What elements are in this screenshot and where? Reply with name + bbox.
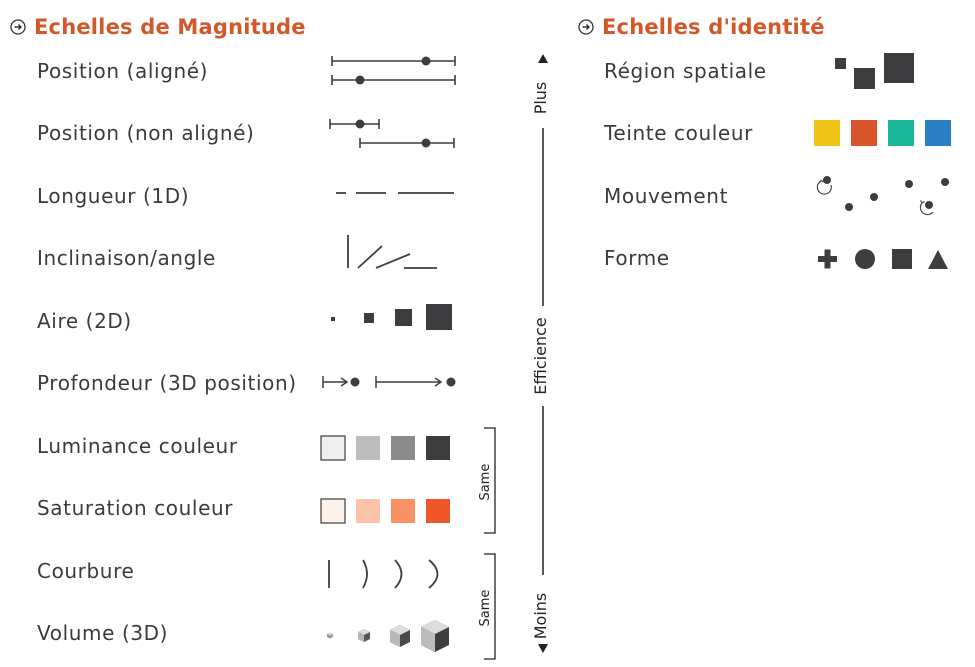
glyph-area xyxy=(331,304,452,330)
label-shape: Forme xyxy=(604,246,670,270)
magnitude-title: Echelles de Magnitude xyxy=(34,15,306,39)
label-position-unaligned: Position (non aligné) xyxy=(37,121,255,145)
axis-label-efficiency: Efficience xyxy=(531,317,550,395)
same-bracket-color xyxy=(484,427,496,534)
axis-label-more: Plus xyxy=(531,81,550,115)
arrow-down-icon xyxy=(538,644,548,653)
glyph-tilt-angle xyxy=(347,235,437,269)
glyph-spatial-region xyxy=(835,53,914,89)
glyph-motion xyxy=(816,176,949,216)
label-position-aligned: Position (aligné) xyxy=(37,59,209,83)
label-motion: Mouvement xyxy=(604,184,729,208)
magnitude-header: Echelles de Magnitude xyxy=(10,14,306,40)
glyph-hue xyxy=(814,120,951,146)
label-luminance: Luminance couleur xyxy=(37,434,238,458)
hue-swatch xyxy=(925,120,951,146)
arrow-up-icon xyxy=(538,54,548,63)
label-saturation: Saturation couleur xyxy=(37,496,234,520)
identity-title: Echelles d'identité xyxy=(602,15,825,39)
luminance-swatch xyxy=(320,435,346,461)
luminance-swatch xyxy=(356,436,380,460)
identity-header: Echelles d'identité xyxy=(578,14,825,40)
label-curvature: Courbure xyxy=(37,559,135,583)
hue-swatch xyxy=(851,120,877,146)
glyph-length xyxy=(336,192,454,194)
same-label-color: Same xyxy=(478,463,493,501)
glyph-position-aligned xyxy=(331,56,456,85)
same-label-shape: Same xyxy=(478,589,493,627)
label-tilt-angle: Inclinaison/angle xyxy=(37,246,216,270)
glyph-saturation xyxy=(320,498,450,524)
saturation-swatch xyxy=(391,499,415,523)
axis-label-less: Moins xyxy=(531,592,550,640)
glyph-shape xyxy=(818,249,948,269)
saturation-swatch xyxy=(356,499,380,523)
glyph-position-unaligned xyxy=(329,119,455,148)
hue-swatch xyxy=(888,120,914,146)
saturation-swatch xyxy=(426,499,450,523)
luminance-swatch xyxy=(426,436,450,460)
glyph-depth xyxy=(322,376,456,388)
efficiency-axis xyxy=(538,54,548,653)
glyph-curvature xyxy=(328,559,439,589)
label-area: Aire (2D) xyxy=(37,309,132,333)
label-length: Longueur (1D) xyxy=(37,184,190,208)
label-spatial-region: Région spatiale xyxy=(604,59,767,83)
label-hue: Teinte couleur xyxy=(604,121,753,145)
same-bracket-shape xyxy=(484,553,496,660)
label-volume: Volume (3D) xyxy=(37,621,169,645)
hue-swatch xyxy=(814,120,840,146)
glyph-volume xyxy=(327,620,449,652)
label-depth: Profondeur (3D position) xyxy=(37,371,297,395)
luminance-swatch xyxy=(391,436,415,460)
arrow-circle-icon xyxy=(578,19,594,35)
arrow-circle-icon xyxy=(10,19,26,35)
saturation-swatch xyxy=(320,498,346,524)
glyph-luminance xyxy=(320,435,450,461)
